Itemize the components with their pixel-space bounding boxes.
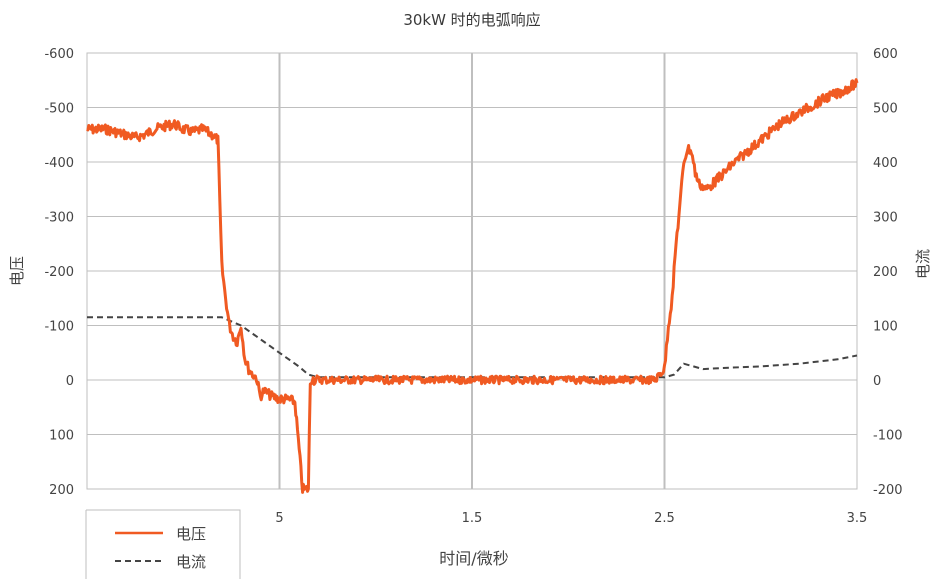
y-tick-label: -600 — [44, 47, 74, 62]
y-tick-label: 0 — [66, 374, 74, 389]
y2-tick-label: 600 — [873, 47, 898, 62]
legend-border — [85, 509, 241, 579]
x-tick-label: 1.5 — [462, 511, 483, 526]
legend: 电压 电流 — [85, 509, 241, 579]
y-tick-label: 200 — [49, 483, 74, 498]
y-tick-label: -100 — [44, 320, 74, 335]
chart-title: 30kW 时的电弧响应 — [403, 11, 540, 29]
y2-tick-label: -200 — [873, 483, 903, 498]
y2-tick-label: 500 — [873, 102, 898, 117]
y2-tick-label: 400 — [873, 156, 898, 171]
y2-tick-label: 100 — [873, 320, 898, 335]
y-tick-label: -500 — [44, 102, 74, 117]
legend-voltage-label: 电压 — [176, 525, 206, 543]
x-tick-label: 5 — [275, 511, 283, 526]
y-tick-label: -300 — [44, 211, 74, 226]
legend-current-label: 电流 — [176, 553, 206, 571]
voltage-series-layer — [86, 78, 859, 494]
grid-layer — [86, 52, 858, 490]
x-tick-label: 2.5 — [654, 511, 675, 526]
y-axis-label: 电压 — [8, 256, 26, 286]
x-tick-label: 3.5 — [847, 511, 868, 526]
y-tick-label: 100 — [49, 429, 74, 444]
y2-axis-label: 电流 — [914, 249, 932, 279]
y2-tick-label: -100 — [873, 429, 903, 444]
y2-tick-label: 0 — [873, 374, 881, 389]
tick-label-layer: -600 -500 -400 -300 -200 -100 0 100 200 600 500 400… — [44, 47, 902, 526]
y2-tick-label: 300 — [873, 211, 898, 226]
y2-tick-label: 200 — [873, 265, 898, 280]
y-tick-label: -400 — [44, 156, 74, 171]
y-tick-label: -200 — [44, 265, 74, 280]
voltage-series-line — [86, 78, 859, 494]
x-axis-label: 时间/微秒 — [439, 549, 508, 568]
